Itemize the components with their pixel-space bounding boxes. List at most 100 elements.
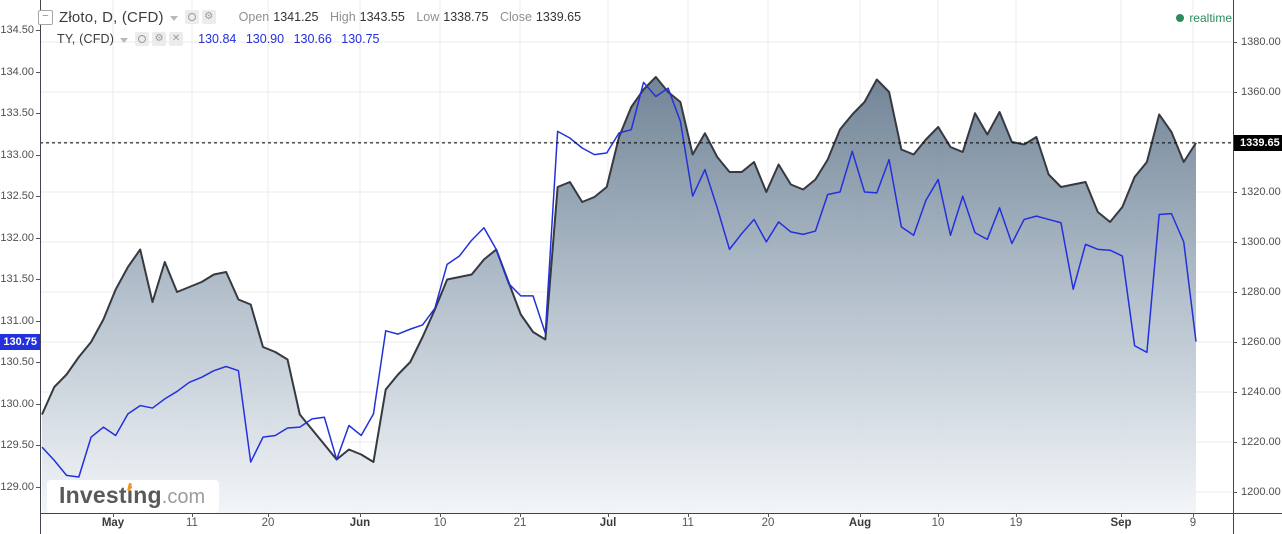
instrument-row: − Złoto, D, (CFD) ⚙ Open 1341.25 High 1343… (38, 6, 581, 28)
visibility-icon (187, 13, 196, 21)
tick-mark (1233, 342, 1237, 343)
right-axis-tick-label: 1240.00 (1241, 386, 1281, 398)
chevron-down-icon[interactable] (120, 37, 129, 43)
right-axis-tick-label: 1320.00 (1241, 186, 1281, 198)
left-axis-tick-label: 133.00 (0, 148, 34, 161)
time-axis-tick-label: 10 (433, 517, 447, 529)
gold-area-fill (42, 77, 1196, 513)
gold-area-outline (41, 76, 1197, 463)
tick-mark (36, 237, 40, 239)
tick-mark (1233, 292, 1237, 293)
time-axis-tick-label: 20 (761, 517, 775, 529)
tick-mark (268, 513, 269, 517)
left-axis-tick-label: 130.00 (0, 397, 34, 410)
tick-mark (1233, 42, 1237, 43)
investing-watermark: Investing .com (47, 480, 220, 513)
time-axis-tick-label: Sep (1110, 517, 1132, 529)
visibility-icon-button[interactable] (135, 32, 150, 46)
left-axis-tick-label: 131.50 (0, 273, 34, 286)
time-axis-tick-label: 10 (931, 517, 945, 529)
tick-mark (36, 71, 40, 73)
time-axis-tick-label: Aug (848, 517, 872, 529)
right-axis-tick-label: 1300.00 (1241, 236, 1281, 248)
high-value: 1343.55 (359, 10, 405, 24)
right-axis-tick-label: 1280.00 (1241, 286, 1281, 298)
tick-mark (36, 279, 40, 281)
legend: − Złoto, D, (CFD) ⚙ Open 1341.25 High 1343… (38, 6, 581, 50)
tick-mark (36, 403, 40, 405)
overlay-row: TY, (CFD) ⚙ ✕ 130.84 130.90 130.66 130.7… (38, 28, 581, 50)
visibility-icon-button[interactable] (184, 10, 199, 24)
overlay-title: TY, (CFD) (57, 32, 115, 46)
tick-mark (1233, 492, 1237, 493)
watermark-brand: Investing (59, 482, 162, 508)
right-axis-tick-label: 1360.00 (1241, 86, 1281, 98)
low-value: 1338.75 (443, 10, 489, 24)
time-axis-tick-label: 11 (682, 517, 694, 529)
ty-close-value: 130.75 (341, 32, 380, 46)
close-label: Close (499, 10, 532, 24)
collapse-pane-button[interactable]: − (38, 9, 53, 25)
ty-line (41, 81, 1197, 478)
last-price-tag-gold: 1339.65 (1234, 134, 1282, 151)
overlay-values: 130.84 130.90 130.66 130.75 (198, 32, 385, 46)
time-axis-tick-label: 19 (1009, 517, 1023, 529)
ty-low-value: 130.66 (293, 32, 332, 46)
open-value: 1341.25 (273, 10, 319, 24)
realtime-indicator: realtime (1176, 11, 1232, 25)
axis-lines (40, 0, 1282, 534)
tick-mark (938, 513, 939, 517)
tick-mark (1193, 513, 1194, 517)
tick-mark (36, 196, 40, 198)
realtime-dot-icon (1176, 14, 1185, 22)
left-axis-tick-label: 132.50 (0, 190, 34, 203)
tick-mark (860, 513, 861, 517)
realtime-label: realtime (1189, 11, 1232, 25)
low-label: Low (416, 10, 440, 24)
left-axis-tick-label: 131.00 (0, 314, 34, 327)
tick-mark (36, 445, 40, 447)
tick-mark (1233, 242, 1237, 243)
last-price-tag-ty: 130.75 (0, 333, 40, 350)
time-axis-tick-label: Jul (599, 517, 617, 529)
left-axis-tick-label: 130.50 (0, 356, 34, 369)
ty-open-value: 130.84 (198, 32, 237, 46)
close-value: 1339.65 (535, 10, 582, 24)
tick-mark (1233, 392, 1237, 393)
tick-mark (608, 513, 609, 517)
tick-mark (1121, 513, 1122, 517)
tick-mark (440, 513, 441, 517)
left-axis-tick-label: 129.50 (0, 439, 34, 452)
tick-mark (192, 513, 193, 517)
high-label: High (329, 10, 356, 24)
watermark-suffix: .com (161, 486, 206, 508)
left-axis-tick-label: 132.00 (0, 231, 34, 244)
tick-mark (1233, 92, 1237, 93)
ty-high-value: 130.90 (245, 32, 285, 46)
settings-icon-button[interactable]: ⚙ (201, 10, 216, 24)
time-axis-tick-label: 20 (261, 517, 275, 529)
tick-mark (768, 513, 769, 517)
instrument-title: Złoto, D, (CFD) (59, 8, 164, 26)
right-axis-tick-label: 1220.00 (1241, 436, 1281, 448)
tick-mark (1233, 192, 1237, 193)
tick-mark (36, 30, 40, 31)
right-axis-tick-label: 1380.00 (1241, 36, 1281, 48)
close-icon-button[interactable]: ✕ (169, 32, 184, 46)
tick-mark (1016, 513, 1017, 517)
tick-mark (1233, 442, 1237, 443)
time-axis-tick-label: 11 (186, 517, 198, 529)
right-axis-tick-label: 1200.00 (1241, 486, 1281, 498)
tick-mark (113, 513, 114, 517)
left-axis-tick-label: 129.00 (0, 481, 34, 493)
time-axis-tick-label: 9 (1189, 517, 1197, 529)
chevron-down-icon[interactable] (169, 15, 178, 21)
tick-mark (520, 513, 521, 517)
left-axis-tick-label: 134.00 (0, 65, 34, 78)
time-axis-tick-label: May (101, 517, 125, 529)
ohlc-readout: Open 1341.25 High 1343.55 Low 1338.75 Close… (231, 10, 581, 24)
settings-icon-button[interactable]: ⚙ (152, 32, 167, 46)
tick-mark (688, 513, 689, 517)
